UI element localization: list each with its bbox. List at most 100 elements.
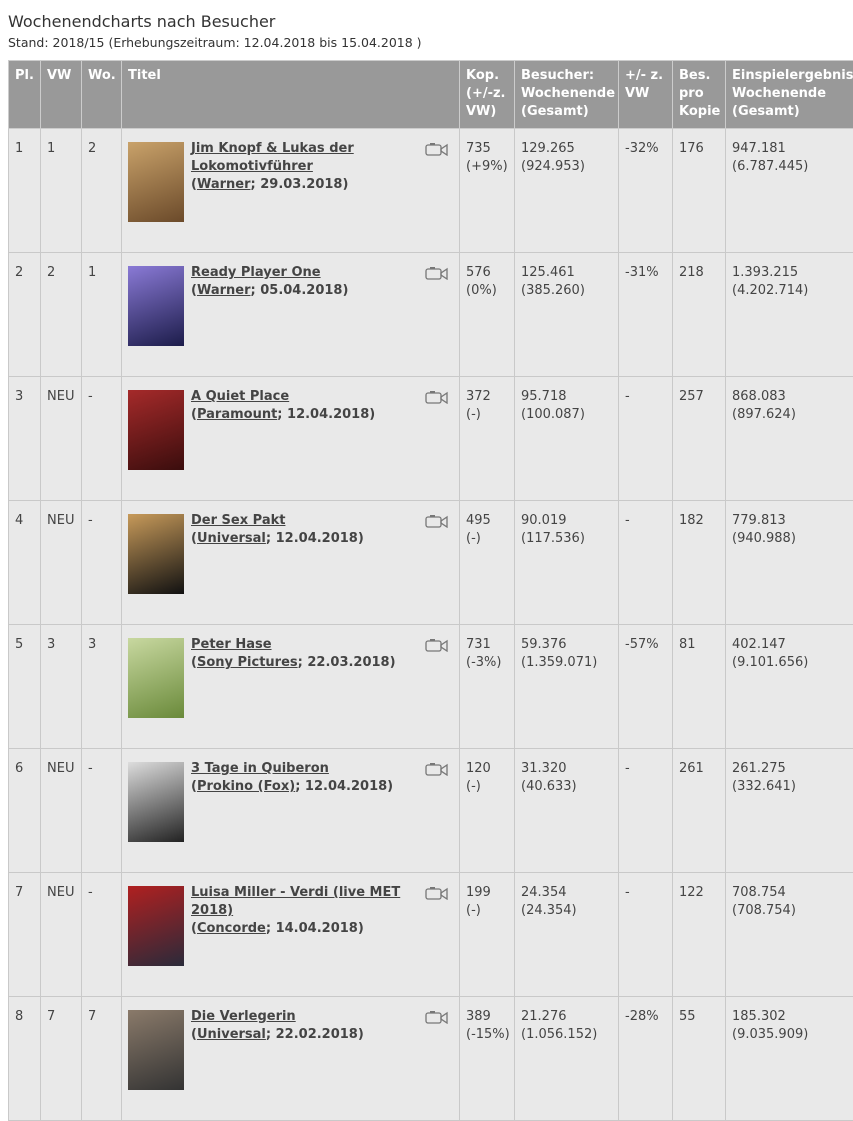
visitors-sub: (100.087) — [521, 406, 612, 424]
visitors: 95.718(100.087) — [515, 377, 619, 501]
visitors-value: 90.019 — [521, 512, 612, 530]
visitors-value: 95.718 — [521, 388, 612, 406]
revenue-sub: (9.035.909) — [732, 1026, 853, 1044]
per-copy: 261 — [673, 749, 726, 873]
movie-title[interactable]: Jim Knopf & Lukas der Lokomotivführer — [191, 141, 354, 174]
change: -31% — [619, 253, 673, 377]
place: 3 — [9, 377, 41, 501]
movie-info: A Quiet Place(Paramount; 12.04.2018) — [191, 388, 423, 424]
title-cell: Ready Player One(Warner; 05.04.2018) — [122, 253, 460, 377]
movie-info: Die Verlegerin(Universal; 22.02.2018) — [191, 1008, 423, 1044]
movie-title[interactable]: Die Verlegerin — [191, 1009, 296, 1024]
trailer-icon[interactable] — [425, 514, 449, 528]
trailer-icon[interactable] — [425, 390, 449, 404]
revenue-sub: (4.202.714) — [732, 282, 853, 300]
place: 4 — [9, 501, 41, 625]
distributor[interactable]: Prokino (Fox) — [197, 779, 295, 794]
copies-value: 389 — [466, 1008, 508, 1026]
movie-title[interactable]: Luisa Miller - Verdi (live MET 2018) — [191, 885, 400, 918]
title-box: Peter Hase(Sony Pictures; 22.03.2018) — [128, 636, 453, 748]
revenue-value: 947.181 — [732, 140, 853, 158]
title-cell: Peter Hase(Sony Pictures; 22.03.2018) — [122, 625, 460, 749]
title-cell: 3 Tage in Quiberon(Prokino (Fox); 12.04.… — [122, 749, 460, 873]
visitors-sub: (117.536) — [521, 530, 612, 548]
copies: 372(-) — [460, 377, 515, 501]
trailer-icon[interactable] — [425, 762, 449, 776]
place: 7 — [9, 873, 41, 997]
visitors-sub: (1.056.152) — [521, 1026, 612, 1044]
trailer-icon[interactable] — [425, 142, 449, 156]
copies-sub: (-) — [466, 902, 508, 920]
movie-title[interactable]: Der Sex Pakt — [191, 513, 285, 528]
distributor[interactable]: Paramount — [197, 407, 277, 422]
distributor[interactable]: Concorde — [197, 921, 266, 936]
revenue: 708.754(708.754) — [726, 873, 853, 997]
per-copy: 218 — [673, 253, 726, 377]
visitors-value: 129.265 — [521, 140, 612, 158]
movie-info: 3 Tage in Quiberon(Prokino (Fox); 12.04.… — [191, 760, 423, 796]
title-cell: A Quiet Place(Paramount; 12.04.2018) — [122, 377, 460, 501]
copies-value: 735 — [466, 140, 508, 158]
previous-week: NEU — [41, 501, 82, 625]
visitors: 59.376(1.359.071) — [515, 625, 619, 749]
movie-title[interactable]: Peter Hase — [191, 637, 272, 652]
copies-sub: (+9%) — [466, 158, 508, 176]
change: - — [619, 873, 673, 997]
copies-sub: (-15%) — [466, 1026, 508, 1044]
distributor[interactable]: Sony Pictures — [197, 655, 298, 670]
poster — [128, 762, 184, 842]
revenue-sub: (940.988) — [732, 530, 853, 548]
poster — [128, 638, 184, 718]
change: -32% — [619, 129, 673, 253]
poster — [128, 514, 184, 594]
trailer-icon[interactable] — [425, 266, 449, 280]
copies-sub: (-) — [466, 530, 508, 548]
poster — [128, 390, 184, 470]
weeks: 3 — [82, 625, 122, 749]
change: -28% — [619, 997, 673, 1121]
distributor[interactable]: Universal — [197, 1027, 266, 1042]
release-date: ; 29.03.2018) — [251, 177, 349, 192]
trailer-icon[interactable] — [425, 1010, 449, 1024]
weeks: - — [82, 501, 122, 625]
per-copy: 182 — [673, 501, 726, 625]
per-copy: 122 — [673, 873, 726, 997]
release-date: ; 22.03.2018) — [298, 655, 396, 670]
place: 5 — [9, 625, 41, 749]
visitors: 129.265(924.953) — [515, 129, 619, 253]
copies-value: 372 — [466, 388, 508, 406]
trailer-icon[interactable] — [425, 638, 449, 652]
movie-title[interactable]: Ready Player One — [191, 265, 321, 280]
distributor[interactable]: Warner — [197, 283, 251, 298]
column-header: Pl. — [9, 61, 41, 129]
revenue: 947.181(6.787.445) — [726, 129, 853, 253]
title-cell: Luisa Miller - Verdi (live MET 2018)(Con… — [122, 873, 460, 997]
per-copy: 176 — [673, 129, 726, 253]
movie-title[interactable]: A Quiet Place — [191, 389, 289, 404]
copies: 735(+9%) — [460, 129, 515, 253]
per-copy: 81 — [673, 625, 726, 749]
visitors-sub: (40.633) — [521, 778, 612, 796]
release-date: ; 12.04.2018) — [266, 531, 364, 546]
distributor[interactable]: Warner — [197, 177, 251, 192]
release-date: ; 12.04.2018) — [277, 407, 375, 422]
visitors: 24.354(24.354) — [515, 873, 619, 997]
weeks: - — [82, 377, 122, 501]
distributor[interactable]: Universal — [197, 531, 266, 546]
trailer-icon[interactable] — [425, 886, 449, 900]
visitors-value: 24.354 — [521, 884, 612, 902]
visitors-value: 59.376 — [521, 636, 612, 654]
title-cell: Der Sex Pakt(Universal; 12.04.2018) — [122, 501, 460, 625]
visitors-sub: (385.260) — [521, 282, 612, 300]
copies-sub: (-3%) — [466, 654, 508, 672]
copies-sub: (-) — [466, 406, 508, 424]
movie-title[interactable]: 3 Tage in Quiberon — [191, 761, 329, 776]
copies: 576(0%) — [460, 253, 515, 377]
visitors-sub: (24.354) — [521, 902, 612, 920]
title-box: Jim Knopf & Lukas der Lokomotivführer(Wa… — [128, 140, 453, 252]
